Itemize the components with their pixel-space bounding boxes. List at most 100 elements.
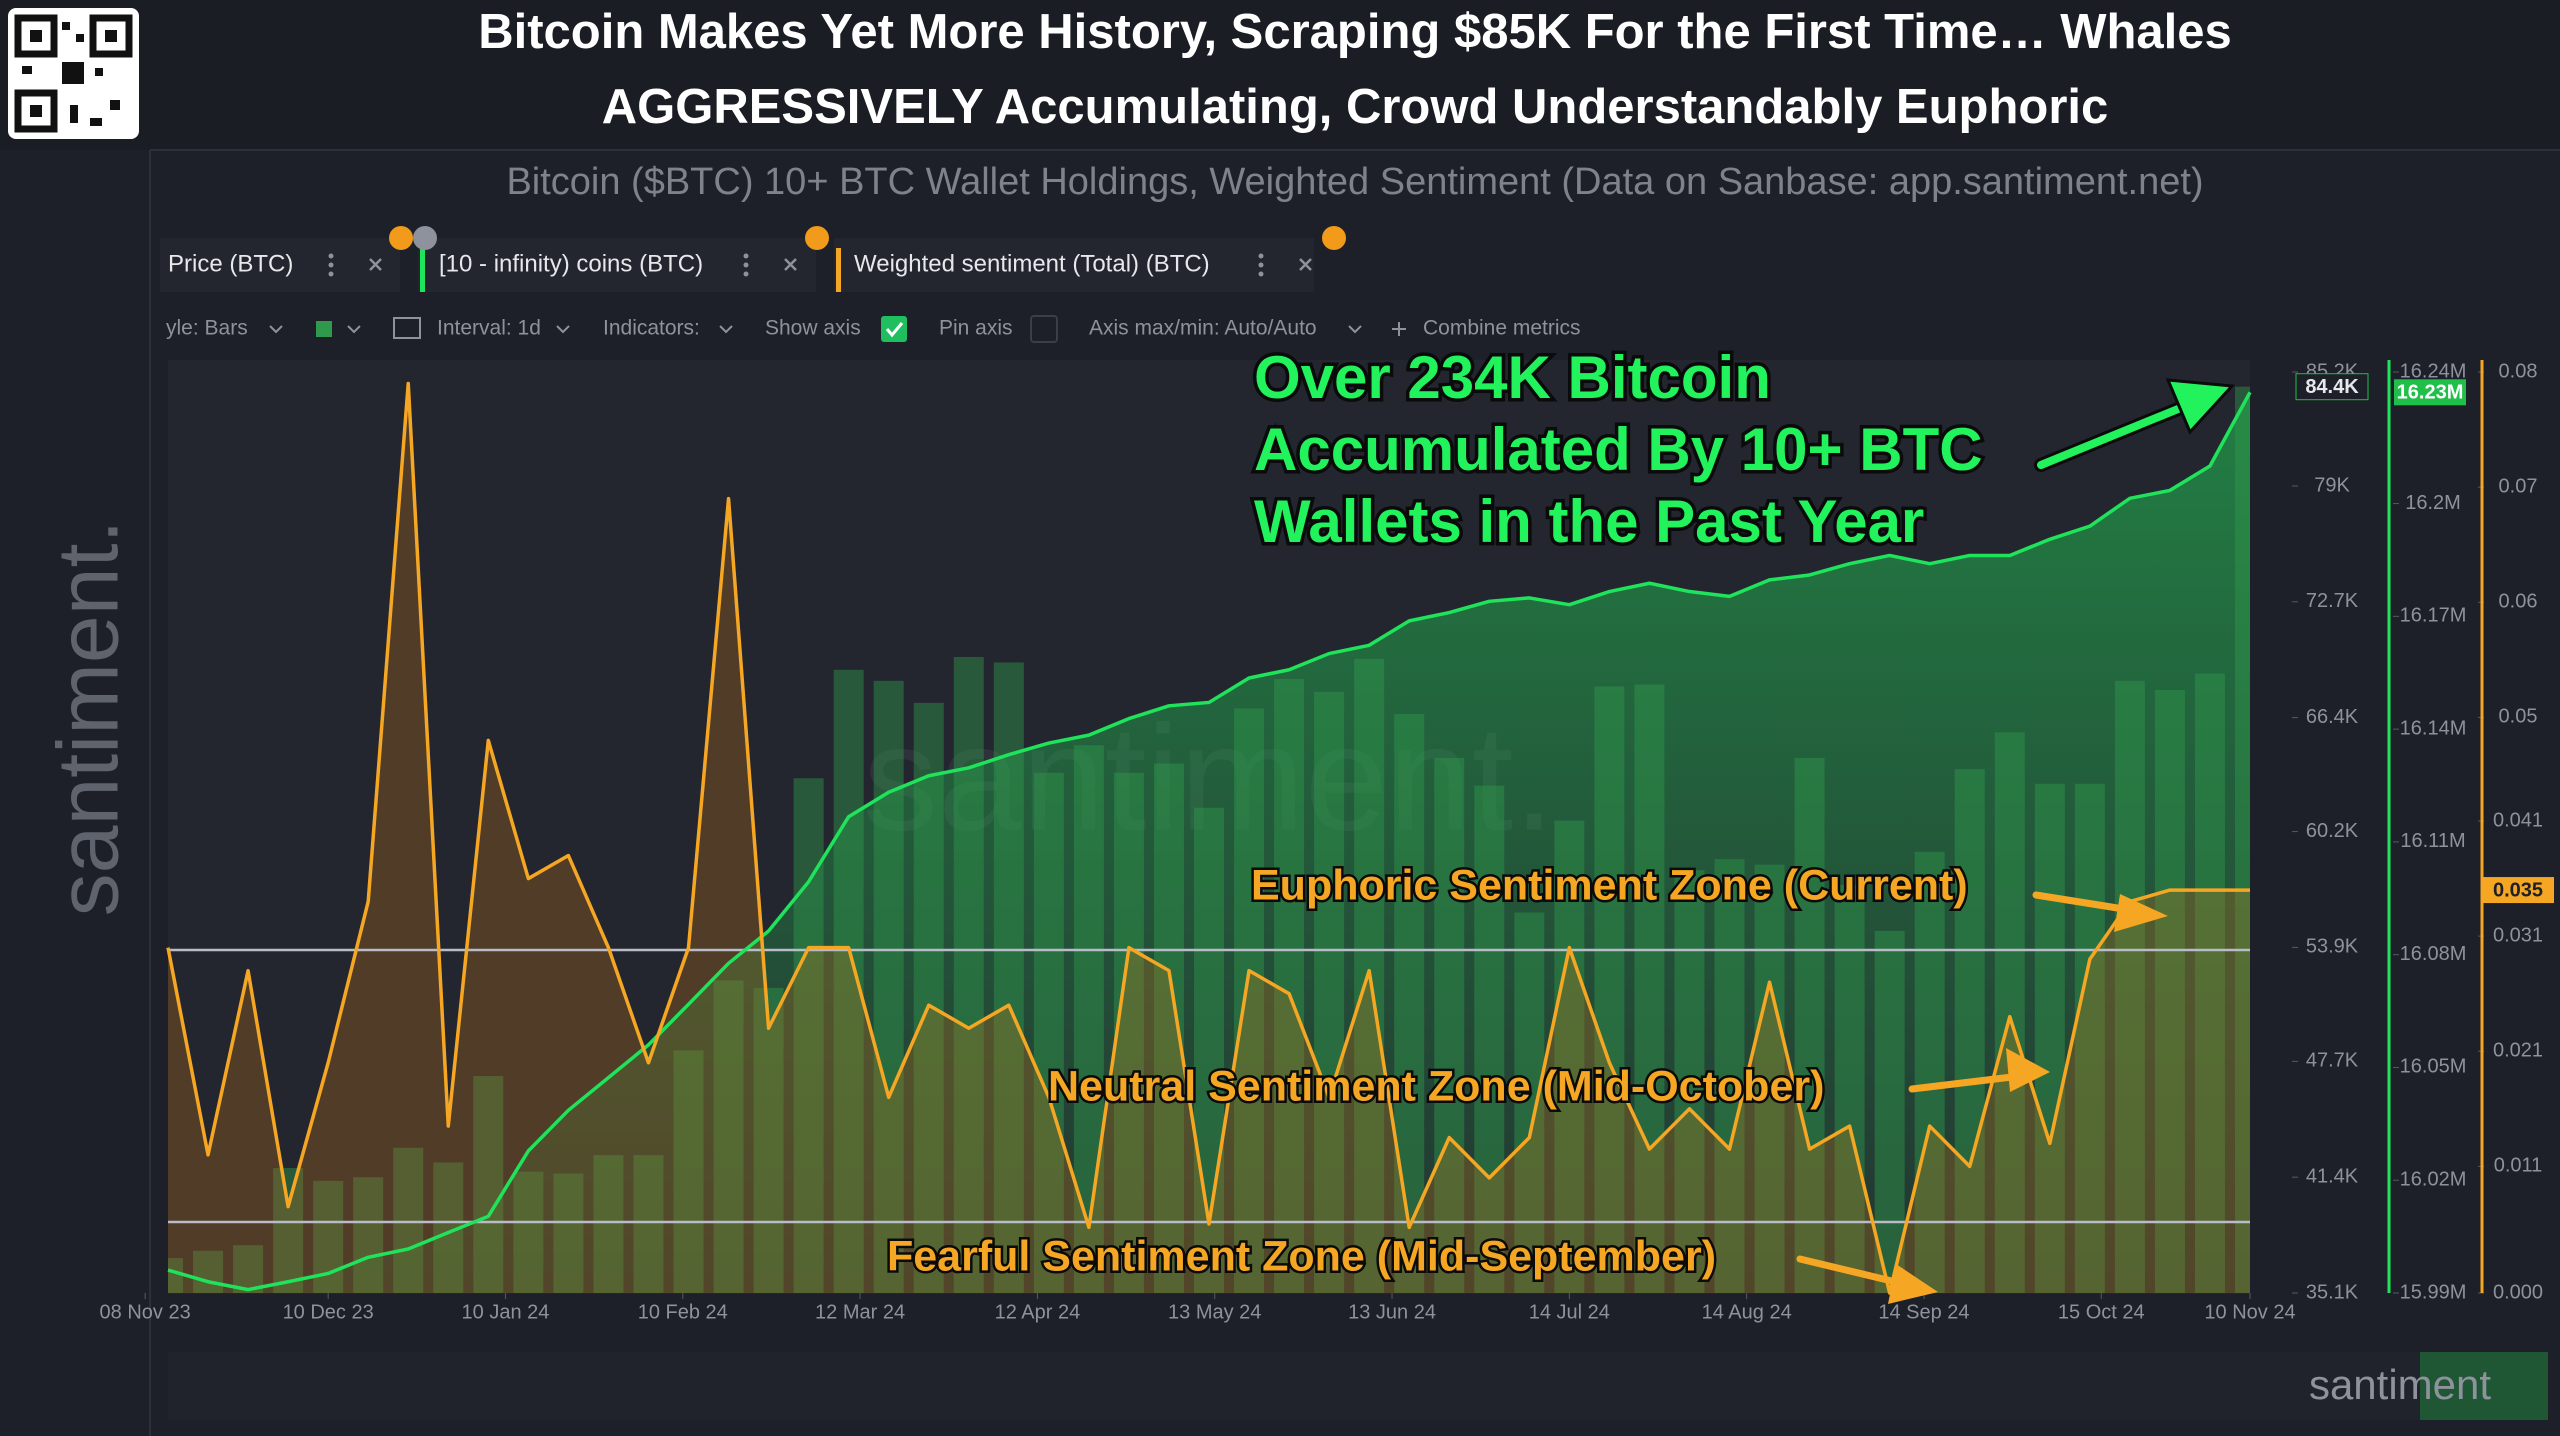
style-select[interactable]: yle: Bars <box>166 317 248 340</box>
y-tick-label: 41.4K <box>2306 1165 2359 1187</box>
price-bar <box>1994 732 2025 1293</box>
x-tick-label: 13 Jun 24 <box>1348 1301 1436 1323</box>
price-bar <box>1714 859 1745 1293</box>
y-tick-label: 53.9K <box>2306 936 2359 958</box>
title-line: Bitcoin Makes Yet More History, Scraping… <box>478 5 2232 59</box>
price-bar <box>1314 691 1345 1293</box>
interval-select[interactable]: Interval: 1d <box>437 317 541 340</box>
price-bar <box>2074 783 2105 1293</box>
x-tick-label: 12 Apr 24 <box>995 1301 1081 1323</box>
y-tick-label: 16.24M <box>2400 360 2467 382</box>
price-bar <box>1073 745 1104 1293</box>
price-bar <box>1914 851 1945 1293</box>
value-badge-label: 0.035 <box>2493 879 2543 901</box>
y-tick-label: 16.2M <box>2405 492 2461 514</box>
pin-axis-checkbox[interactable] <box>1030 315 1058 343</box>
toolbar: yle: Bars Interval: 1d Indicators: Show … <box>166 315 1581 343</box>
value-badge <box>2394 379 2466 406</box>
y-tick-label: 16.17M <box>2400 605 2467 627</box>
legend-entry[interactable]: Price (BTC) <box>168 250 293 277</box>
price-bar <box>1634 684 1665 1293</box>
price-bar <box>2034 783 2065 1293</box>
x-tick-label: 14 Aug 24 <box>1702 1301 1792 1323</box>
area-fill <box>168 392 2250 1294</box>
value-badge-label: 84.4K <box>2305 376 2359 398</box>
legend-entry[interactable]: Weighted sentiment (Total) (BTC) <box>854 250 1210 277</box>
price-bar <box>1954 769 1985 1293</box>
price-bar <box>713 980 744 1293</box>
show-axis-checkbox[interactable] <box>881 316 907 342</box>
annotation: Accumulated By 10+ BTC <box>1254 416 1983 483</box>
value-badge-label: 16.23M <box>2397 382 2464 404</box>
axis-range-select[interactable]: Axis max/min: Auto/Auto <box>1089 317 1317 340</box>
y-tick-label: 0.05 <box>2499 706 2538 728</box>
price-bar <box>753 987 784 1293</box>
y-tick-label: 16.05M <box>2400 1056 2467 1078</box>
close-icons[interactable] <box>369 258 1312 271</box>
pin-axis-label: Pin axis <box>939 317 1013 340</box>
price-bar <box>553 1173 584 1293</box>
series-line <box>166 381 2250 1295</box>
btc-icon <box>389 226 413 250</box>
x-tick-label: 13 May 24 <box>1168 1301 1261 1323</box>
price-bar <box>168 1258 183 1293</box>
x-tick-label: 10 Jan 24 <box>462 1301 550 1323</box>
indicators-select[interactable]: Indicators: <box>603 317 700 340</box>
plus-icon <box>1392 322 1406 336</box>
menu-icons[interactable] <box>328 253 1264 277</box>
value-badge <box>2482 877 2554 904</box>
tab[interactable] <box>834 238 1314 292</box>
annotation: Wallets in the Past Year <box>1254 488 1924 555</box>
navigator[interactable] <box>168 1352 2548 1420</box>
price-bar <box>193 1250 224 1293</box>
series-lines <box>166 381 2252 1295</box>
y-tick-label: 16.08M <box>2400 943 2467 965</box>
annotation-arrows <box>1796 378 2236 1304</box>
x-tick-label: 08 Nov 23 <box>100 1301 191 1323</box>
y-tick-label: 0.08 <box>2499 360 2538 382</box>
navigator-window[interactable] <box>2420 1352 2548 1420</box>
tab[interactable] <box>160 238 400 292</box>
x-tick-label: 15 Oct 24 <box>2058 1301 2145 1323</box>
sidebar-logo: santiment. <box>41 520 137 917</box>
annotation: Neutral Sentiment Zone (Mid-October) <box>1048 1062 1824 1110</box>
x-tick-label: 14 Sep 24 <box>1878 1301 1969 1323</box>
annotation: Fearful Sentiment Zone (Mid-September) <box>887 1232 1716 1280</box>
combine-metrics[interactable]: Combine metrics <box>1423 317 1581 340</box>
price-bar <box>1194 807 1224 1293</box>
price-bar <box>1514 912 1545 1293</box>
y-tick-label: 0.07 <box>2499 475 2538 497</box>
check-mark <box>885 322 904 338</box>
plot <box>168 383 2250 1294</box>
y-tick-label: 15.99M <box>2400 1281 2467 1303</box>
color-swatch[interactable] <box>316 321 332 337</box>
price-bar <box>513 1171 544 1293</box>
btc-icon <box>805 226 829 250</box>
area-fill <box>168 383 2250 1293</box>
price-bar <box>1394 713 1425 1293</box>
price-bar <box>1874 930 1905 1293</box>
series-line <box>167 391 2252 1292</box>
y-tick-label: 79K <box>2314 474 2350 496</box>
y-tick-label: 16.11M <box>2400 830 2465 852</box>
price-bar <box>2114 680 2145 1293</box>
y-tick-label: 35.1K <box>2306 1281 2359 1303</box>
price-bar <box>473 1076 504 1293</box>
navigator-logo: santiment <box>2309 1361 2491 1408</box>
y-tick-label: 0.06 <box>2499 591 2538 613</box>
x-tick-label: 10 Nov 24 <box>2204 1301 2295 1323</box>
legend-entry[interactable]: [10 - infinity) coins (BTC) <box>439 250 703 277</box>
y-tick-label: 16.02M <box>2400 1169 2467 1191</box>
chevrons <box>269 325 1362 334</box>
price-bar <box>2235 386 2250 1294</box>
price-bar <box>1554 820 1585 1293</box>
tab[interactable] <box>418 238 816 292</box>
subtitle: Bitcoin ($BTC) 10+ BTC Wallet Holdings, … <box>506 161 2203 203</box>
price-bar <box>2194 673 2225 1293</box>
price-bar <box>633 1155 664 1293</box>
interval-icon <box>393 317 421 339</box>
price-bar <box>1234 708 1265 1293</box>
price-bar <box>1474 785 1505 1293</box>
price-bar <box>1834 884 1865 1293</box>
